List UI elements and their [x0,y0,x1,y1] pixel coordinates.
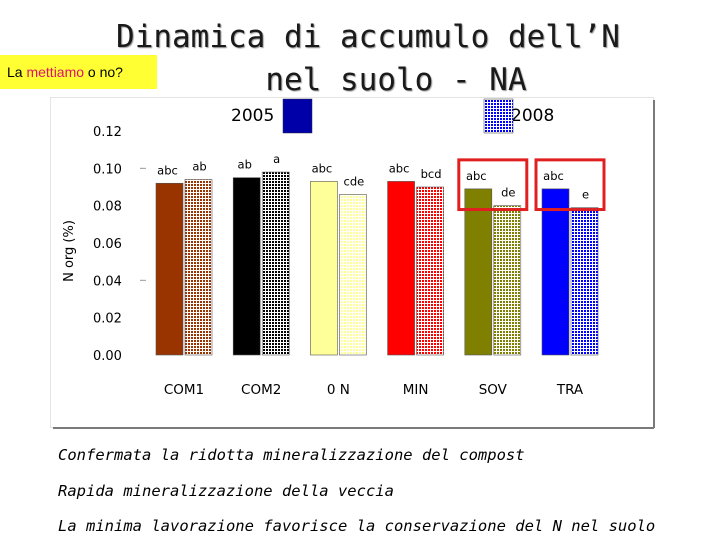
caption-3: La minima lavorazione favorisce la conse… [58,517,656,535]
bar-value-label: abc [312,161,333,175]
y-tick-label: 0.12 [93,125,122,140]
category-label: TRA [556,382,584,398]
bar [155,182,184,356]
badge-prefix: La [7,64,27,80]
category-label: COM2 [241,382,281,398]
category-label: 0 N [327,382,350,398]
bar-value-label: abc [466,169,487,183]
bar [493,205,522,356]
bar-value-label: abc [157,163,178,177]
category-label: MIN [403,382,429,398]
bar-value-label: ab [192,160,206,174]
question-badge: La mettiamo o no? [0,55,157,89]
bar [464,188,493,356]
bar-value-label: abc [389,161,410,175]
highlight-box [534,158,606,212]
bar-value-label: a [273,152,280,166]
category-label: COM1 [164,382,204,398]
bar [416,186,444,356]
caption-1: Confermata la ridotta mineralizzazione d… [58,446,525,464]
bar [310,181,338,356]
legend-swatch [483,98,514,134]
y-tick-label: 0.06 [93,237,122,252]
bar-value-label: cde [344,174,365,188]
bar [541,188,570,356]
y-tick-label: 0.10 [93,162,122,177]
highlight-box [457,158,529,212]
legend-label: 2005 [231,106,274,126]
y-axis-label: N org (%) [62,220,77,282]
bar-value-label: abc [543,169,564,183]
y-tick-label: 0.08 [93,200,122,215]
y-tick-label: 0.00 [93,349,122,364]
caption-2: Rapida mineralizzazione della veccia [58,482,394,500]
bar-value-label: ab [238,158,252,172]
category-label: SOV [479,382,508,398]
y-tick-label: 0.02 [93,312,122,327]
bar [184,179,213,356]
bar-value-label: e [582,188,589,202]
bar-chart: 0.000.020.040.060.080.100.12N org (%) ab… [50,97,655,429]
bar-value-label: bcd [421,167,442,181]
bar [387,181,415,356]
legend-swatch [282,98,313,134]
slide-title-line2: nel suolo - NA [265,62,527,98]
legend-label: 2008 [511,106,554,126]
badge-suffix: o no? [84,64,123,80]
bar [232,177,261,356]
slide-title-line1: Dinamica di accumulo dell’N [116,19,620,55]
y-tick-label: 0.04 [93,274,122,289]
badge-highlight: mettiamo [26,64,85,80]
bar [570,207,599,356]
bar [339,194,367,356]
bar-value-label: de [501,186,515,200]
bar [261,171,290,356]
